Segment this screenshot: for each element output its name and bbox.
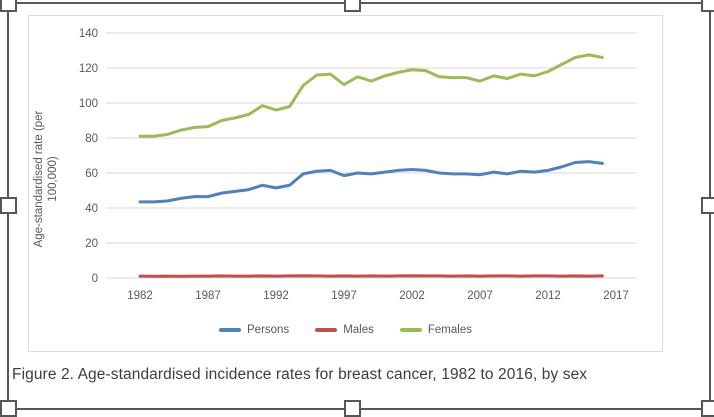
series-line-males: [138, 274, 604, 278]
y-tick-label: 0: [92, 273, 98, 285]
legend-swatch-males: [315, 328, 338, 332]
x-tick-label: 2002: [399, 290, 425, 302]
resize-handle-top-left[interactable]: [0, 0, 17, 12]
y-tick-label: 140: [79, 28, 98, 40]
x-tick-label: 2007: [467, 290, 493, 302]
resize-handle-bottom-right[interactable]: [701, 400, 714, 417]
resize-handle-middle-left[interactable]: [0, 197, 17, 214]
resize-handle-middle-right[interactable]: [701, 197, 714, 214]
resize-handle-top-right[interactable]: [701, 0, 714, 12]
legend-swatch-females: [399, 328, 422, 332]
chart-legend: Persons Males Females: [29, 319, 662, 341]
chart-image[interactable]: 0 20 40 60 80 100 120 140 1982 1987 1992 1997 2002 20…: [28, 15, 663, 352]
y-tick-label: 80: [85, 133, 98, 145]
legend-item-males: Males: [315, 324, 374, 336]
series-line-persons: [138, 160, 604, 204]
x-tick-label: 1992: [263, 290, 289, 302]
resize-handle-bottom-center[interactable]: [344, 400, 361, 417]
x-tick-label: 1982: [127, 290, 153, 302]
x-tick-label: 2012: [535, 290, 561, 302]
x-tick-label: 1987: [195, 290, 221, 302]
resize-handle-bottom-left[interactable]: [0, 400, 17, 417]
legend-label: Females: [427, 324, 472, 336]
legend-label: Persons: [247, 324, 290, 336]
y-tick-label: 60: [85, 168, 98, 180]
legend-item-females: Females: [399, 324, 472, 336]
legend-label: Males: [343, 324, 374, 336]
y-axis-title: Age-standardised rate (per: [33, 110, 45, 247]
legend-item-persons: Persons: [219, 324, 289, 336]
x-tick-label: 2017: [603, 290, 629, 302]
y-tick-label: 120: [79, 63, 98, 75]
chart-svg: 0 20 40 60 80 100 120 140 1982 1987 1992 1997 2002 20…: [33, 28, 637, 302]
x-tick-label: 1997: [331, 290, 357, 302]
y-tick-label: 100: [79, 98, 98, 110]
resize-handle-top-center[interactable]: [344, 0, 361, 12]
y-tick-label: 40: [85, 203, 98, 215]
y-axis-title: 100,000): [47, 156, 59, 202]
legend-swatch-persons: [219, 328, 241, 332]
series-line-females: [138, 53, 604, 138]
figure-caption: Figure 2. Age-standardised incidence rat…: [12, 366, 588, 383]
y-tick-label: 20: [85, 238, 98, 250]
